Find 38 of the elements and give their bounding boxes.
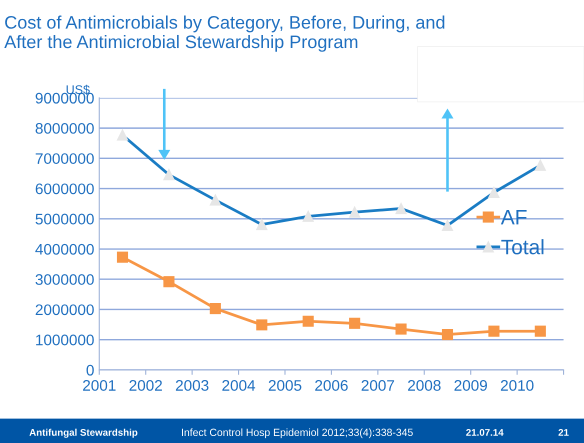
y-tick-label: 7000000 xyxy=(36,153,94,164)
y-tick-label: 4000000 xyxy=(35,244,94,255)
y-tick-label: 5000000 xyxy=(36,214,94,224)
point xyxy=(488,326,500,337)
point xyxy=(442,328,454,340)
point xyxy=(534,326,546,337)
chart-title: Cost of Antimicrobials by Category, Before, During, and After the Antimicrobial Stewardship Program xyxy=(4,16,444,52)
x-tick-label: 2002 xyxy=(129,380,162,391)
legend-label: Total xyxy=(501,239,544,254)
x-tick-label: 2006 xyxy=(315,380,348,391)
legend-label: AF xyxy=(500,210,527,224)
x-tick-label: 2001 xyxy=(83,380,116,391)
y-tick-label: 0 xyxy=(86,364,94,376)
x-tick-label: 2007 xyxy=(362,380,394,391)
x-tick-label: 2008 xyxy=(408,380,441,391)
text: Antifungal Stewardship xyxy=(29,428,138,438)
point xyxy=(256,319,268,330)
y-tick-label: 6000000 xyxy=(36,183,94,194)
text: 21.07.14 xyxy=(466,428,504,436)
y-axis-title: US$ xyxy=(66,84,90,95)
y-tick-label: 1000000 xyxy=(36,334,94,346)
y-tick-label: 2000000 xyxy=(36,304,94,316)
x-tick-label: 2003 xyxy=(176,380,208,391)
point xyxy=(163,276,174,288)
y-tick-label: 3000000 xyxy=(36,274,94,285)
point xyxy=(210,302,221,314)
x-tick-label: 2005 xyxy=(268,380,302,391)
point xyxy=(396,324,407,335)
point xyxy=(116,252,128,263)
y-tick-label: 8000000 xyxy=(36,122,94,134)
x-tick-label: 2009 xyxy=(454,380,487,391)
x-tick-label: 2010 xyxy=(500,380,534,391)
text: 21 xyxy=(558,428,569,436)
point xyxy=(302,316,314,327)
y-tick-label: 9000000 xyxy=(36,92,94,104)
point xyxy=(349,318,360,329)
x-tick-label: 2004 xyxy=(222,380,256,391)
text: Infect Control Hosp Epidemiol 2012;33(4):338-345 xyxy=(182,428,413,438)
